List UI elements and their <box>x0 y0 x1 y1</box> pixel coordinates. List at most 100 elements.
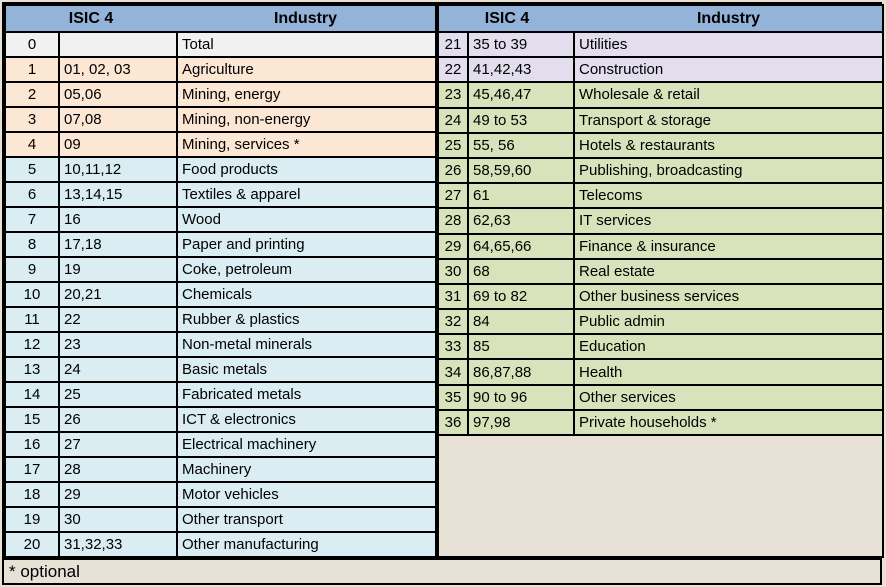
row-number-cell: 35 <box>437 383 469 411</box>
isic-code-cell: 55, 56 <box>467 131 575 159</box>
table-row: 13 24 Basic metals <box>4 356 437 383</box>
industry-cell: Textiles & apparel <box>176 181 437 208</box>
table-row: 20 31,32,33 Other manufacturing <box>4 531 437 558</box>
row-number-cell: 19 <box>4 506 60 533</box>
row-number-cell: 5 <box>4 156 60 183</box>
isic-code-cell: 23 <box>58 331 178 358</box>
industry-cell: Food products <box>176 156 437 183</box>
table-row: 21 35 to 39 Utilities <box>437 30 885 59</box>
row-number-cell: 30 <box>437 257 469 285</box>
industry-cell: Basic metals <box>176 356 437 383</box>
isic-code-cell: 22 <box>58 306 178 333</box>
isic-code-cell: 35 to 39 <box>467 30 575 59</box>
isic-code-cell <box>58 31 178 58</box>
industry-cell: Chemicals <box>176 281 437 308</box>
isic-code-cell: 17,18 <box>58 231 178 258</box>
column-header-industry: Industry <box>696 10 761 27</box>
industry-cell: Utilities <box>572 30 885 59</box>
row-number-cell: 13 <box>4 356 60 383</box>
isic-code-cell: 58,59,60 <box>467 156 575 185</box>
table-row: 5 10,11,12 Food products <box>4 156 437 183</box>
row-number-cell: 34 <box>437 358 469 386</box>
table-row: 23 45,46,47 Wholesale & retail <box>437 81 885 109</box>
row-number-cell: 33 <box>437 333 469 361</box>
table-row: 24 49 to 53 Transport & storage <box>437 106 885 134</box>
industry-cell: Non-metal minerals <box>176 331 437 358</box>
isic-code-cell: 07,08 <box>58 106 178 133</box>
table-row: 11 22 Rubber & plastics <box>4 306 437 333</box>
industry-cell: Fabricated metals <box>176 381 437 408</box>
row-number-cell: 24 <box>437 106 469 134</box>
row-number-cell: 22 <box>437 56 469 84</box>
optional-footnote: * optional <box>9 561 80 581</box>
isic-code-cell: 49 to 53 <box>467 106 575 134</box>
isic-code-cell: 97,98 <box>467 408 575 437</box>
industry-cell: Wood <box>176 206 437 233</box>
header-row-right: ISIC 4 Industry <box>436 4 885 33</box>
row-number-cell: 4 <box>4 131 60 158</box>
isic-code-cell: 09 <box>58 131 178 158</box>
table-row: 18 29 Motor vehicles <box>4 481 437 508</box>
table-row: 36 97,98 Private households * <box>437 408 885 437</box>
industry-cell: Rubber & plastics <box>176 306 437 333</box>
industry-cell: Mining, services * <box>176 131 437 158</box>
table-row: 14 25 Fabricated metals <box>4 381 437 408</box>
row-number-cell: 17 <box>4 456 60 483</box>
industry-cell: Mining, energy <box>176 81 437 108</box>
industry-cell: IT services <box>572 207 885 235</box>
isic-code-cell: 86,87,88 <box>467 358 575 386</box>
row-number-cell: 3 <box>4 106 60 133</box>
table-row: 22 41,42,43 Construction <box>437 56 885 84</box>
industry-cell: Publishing, broadcasting <box>572 156 885 185</box>
row-number-cell: 36 <box>437 408 469 437</box>
industry-cell: Finance & insurance <box>572 232 885 260</box>
table-row: 0 Total <box>4 31 437 58</box>
isic-code-cell: 69 to 82 <box>467 282 575 311</box>
industry-cell: Other transport <box>176 506 437 533</box>
industry-cell: Wholesale & retail <box>572 81 885 109</box>
row-number-cell: 7 <box>4 206 60 233</box>
row-number-cell: 32 <box>437 308 469 336</box>
row-number-cell: 29 <box>437 232 469 260</box>
isic-code-cell: 05,06 <box>58 81 178 108</box>
row-number-cell: 8 <box>4 231 60 258</box>
industry-cell: Real estate <box>572 257 885 285</box>
table-row: 27 61 Telecoms <box>437 182 885 210</box>
isic-code-cell: 25 <box>58 381 178 408</box>
industry-cell: Total <box>176 31 437 58</box>
row-number-cell: 12 <box>4 331 60 358</box>
table-row: 3 07,08 Mining, non-energy <box>4 106 437 133</box>
row-number-cell: 28 <box>437 207 469 235</box>
industry-cell: Telecoms <box>572 182 885 210</box>
row-number-cell: 31 <box>437 282 469 311</box>
table-row: 17 28 Machinery <box>4 456 437 483</box>
row-number-cell: 2 <box>4 81 60 108</box>
row-number-cell: 23 <box>437 81 469 109</box>
table-row: 12 23 Non-metal minerals <box>4 331 437 358</box>
industry-cell: Motor vehicles <box>176 481 437 508</box>
table-row: 35 90 to 96 Other services <box>437 383 885 411</box>
isic-code-cell: 01, 02, 03 <box>58 56 178 83</box>
table-row: 19 30 Other transport <box>4 506 437 533</box>
industry-cell: Hotels & restaurants <box>572 131 885 159</box>
row-number-cell: 18 <box>4 481 60 508</box>
table-row: 30 68 Real estate <box>437 257 885 285</box>
industry-cell: Paper and printing <box>176 231 437 258</box>
isic-code-cell: 31,32,33 <box>58 531 178 558</box>
industry-cell: Public admin <box>572 308 885 336</box>
isic-code-cell: 28 <box>58 456 178 483</box>
table-row: 25 55, 56 Hotels & restaurants <box>437 131 885 159</box>
isic-code-cell: 29 <box>58 481 178 508</box>
row-number-cell: 15 <box>4 406 60 433</box>
table-row: 31 69 to 82 Other business services <box>437 282 885 311</box>
empty-cell-block <box>436 434 885 558</box>
isic-table-right: ISIC 4 Industry 21 35 to 39 Utilities 22… <box>436 4 885 558</box>
table-row: 1 01, 02, 03 Agriculture <box>4 56 437 83</box>
isic-code-cell: 13,14,15 <box>58 181 178 208</box>
table-row: 16 27 Electrical machinery <box>4 431 437 458</box>
industry-cell: Electrical machinery <box>176 431 437 458</box>
row-number-cell: 1 <box>4 56 60 83</box>
row-number-cell: 20 <box>4 531 60 558</box>
isic-code-cell: 64,65,66 <box>467 232 575 260</box>
